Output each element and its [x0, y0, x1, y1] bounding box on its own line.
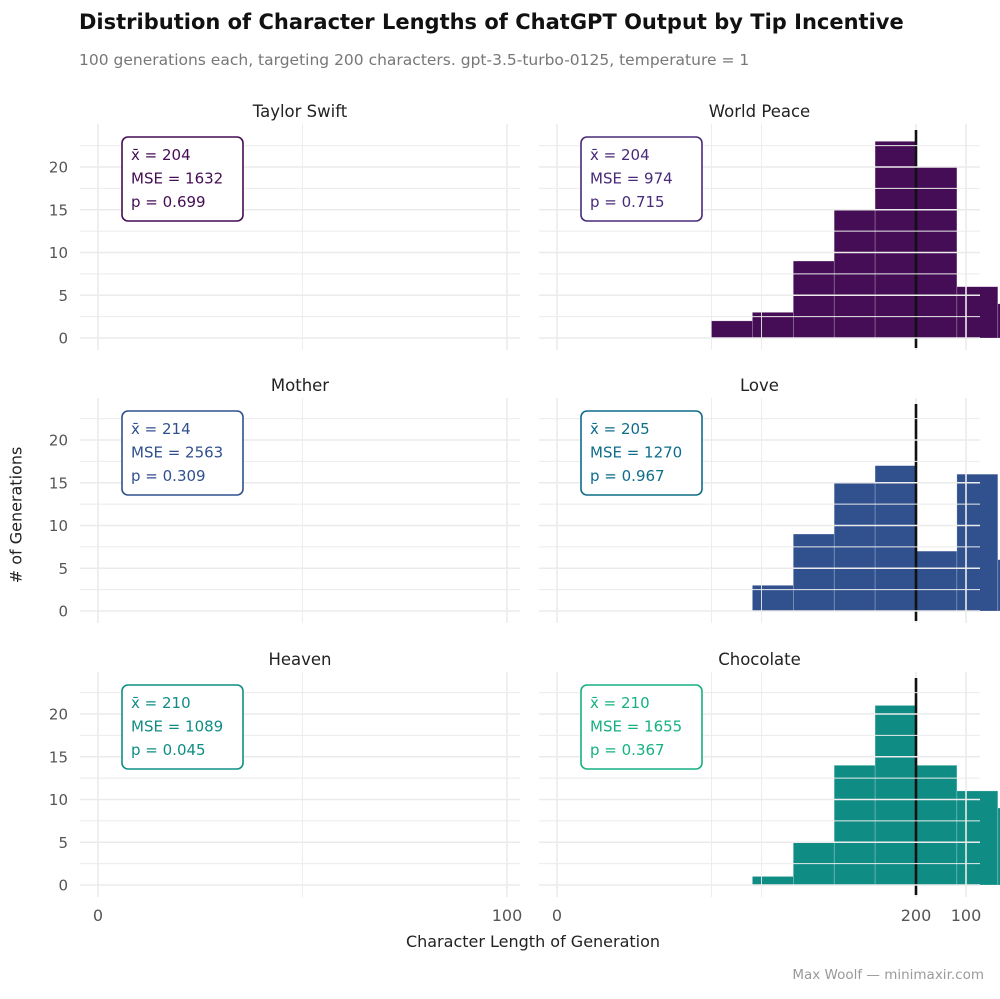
histogram-bar	[752, 876, 794, 886]
stats-annotation-line: x̄ = 204	[131, 146, 191, 164]
y-tick-label: 0	[58, 877, 68, 895]
histogram-bar	[956, 790, 999, 886]
histogram-bar	[956, 286, 999, 339]
histogram-bar	[792, 533, 835, 612]
stats-annotation-line: MSE = 1089	[131, 718, 223, 736]
stats-annotation-line: p = 0.715	[590, 193, 665, 211]
histogram-bar	[997, 559, 1000, 612]
credit-text: Max Woolf — minimaxir.com	[792, 967, 984, 983]
y-tick-label: 10	[49, 517, 68, 535]
y-tick-label: 20	[49, 432, 68, 450]
y-tick-label: 0	[58, 603, 68, 621]
y-tick-label: 10	[49, 244, 68, 262]
histogram-bar	[792, 260, 835, 339]
histogram-bar	[915, 550, 958, 612]
stats-annotation-line: p = 0.967	[590, 467, 665, 485]
x-tick-label: 100	[492, 906, 523, 925]
y-tick-label: 15	[49, 201, 68, 219]
facet-panel: World Peace x̄ = 204 MSE = 974 p = 0.715	[539, 102, 980, 350]
histogram-bar	[833, 764, 876, 886]
facet-title: Heaven	[268, 650, 331, 669]
facet-title: World Peace	[709, 102, 810, 121]
y-tick-label: 15	[49, 748, 68, 766]
stats-annotation-line: MSE = 1270	[590, 444, 682, 462]
histogram-bar	[874, 141, 917, 339]
stats-annotation-line: x̄ = 214	[131, 420, 191, 438]
stats-annotation-box	[121, 410, 244, 496]
facet-panel: Mother 0 5 10 15 20 x̄ = 214 MSE = 2563 p = 0.30…	[49, 376, 1000, 623]
stats-annotation-line: p = 0.699	[131, 193, 206, 211]
stats-annotation-line: p = 0.045	[131, 741, 206, 759]
facet-title: Mother	[271, 376, 329, 395]
stats-annotation-box	[121, 136, 244, 222]
histogram-bar	[874, 705, 917, 886]
stats-annotation-box	[580, 136, 703, 222]
histogram-bar	[874, 465, 917, 612]
stats-annotation-box	[580, 684, 703, 770]
stats-annotation-box	[121, 684, 244, 770]
facet-panel: Taylor Swift 0 5 10 15 20 x̄ = 204 MSE = 1632 p …	[49, 102, 1000, 350]
y-tick-label: 15	[49, 474, 68, 492]
facet-title: Love	[740, 376, 779, 395]
histogram-bar	[956, 473, 999, 612]
histogram-bar	[997, 807, 1000, 886]
y-tick-label: 0	[58, 330, 68, 348]
histogram-bar	[915, 764, 958, 886]
x-axis-label: Character Length of Generation	[405, 932, 661, 951]
y-tick-label: 20	[49, 706, 68, 724]
y-tick-label: 10	[49, 791, 68, 809]
stats-annotation-line: MSE = 1632	[131, 170, 223, 188]
x-tick-label: 0	[552, 906, 562, 925]
y-tick-label: 5	[58, 287, 68, 305]
stats-annotation-line: x̄ = 210	[131, 694, 191, 712]
stats-annotation-line: MSE = 2563	[131, 444, 223, 462]
facet-title: Chocolate	[718, 650, 801, 669]
y-tick-label: 5	[58, 560, 68, 578]
chart-title: Distribution of Character Lengths of Cha…	[79, 10, 904, 34]
stats-annotation-line: p = 0.309	[131, 467, 206, 485]
stats-annotation-line: x̄ = 204	[590, 146, 650, 164]
chart-subtitle: 100 generations each, targeting 200 char…	[79, 51, 750, 69]
x-tick-label: 200	[901, 906, 932, 925]
x-tick-label: 0	[93, 906, 103, 925]
stats-annotation-line: x̄ = 210	[590, 694, 650, 712]
facet-title: Taylor Swift	[252, 102, 348, 121]
stats-annotation-line: MSE = 974	[590, 170, 673, 188]
histogram-bar	[711, 320, 753, 339]
y-tick-label: 5	[58, 834, 68, 852]
stats-annotation-line: x̄ = 205	[590, 420, 650, 438]
stats-annotation-box	[580, 410, 703, 496]
x-tick-label: 100	[951, 906, 982, 925]
histogram-bar	[997, 303, 1000, 339]
stats-annotation-line: p = 0.367	[590, 741, 665, 759]
y-tick-label: 20	[49, 159, 68, 177]
stats-annotation-line: MSE = 1655	[590, 718, 682, 736]
facet-panel: Love x̄ = 205 MSE = 1270 p = 0.967	[539, 376, 980, 623]
